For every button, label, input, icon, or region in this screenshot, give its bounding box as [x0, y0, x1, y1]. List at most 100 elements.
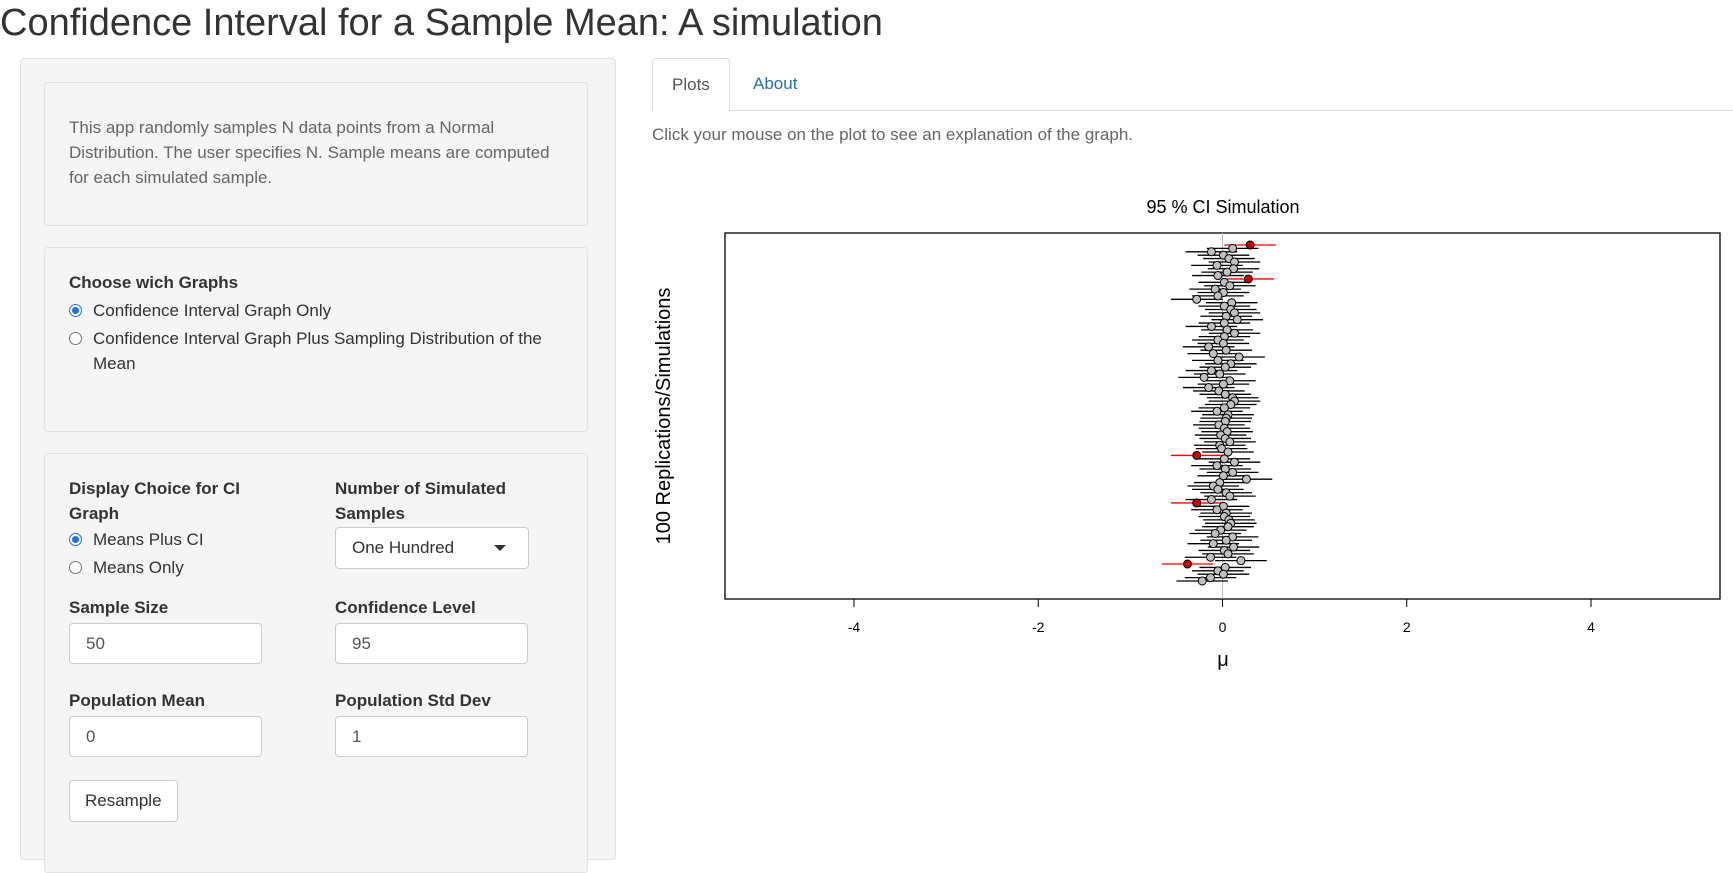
- sample-mean-point: [1219, 403, 1229, 413]
- radio-ci-only[interactable]: Confidence Interval Graph Only: [69, 298, 559, 323]
- ci-plot[interactable]: 95 % CI Simulation -4 -2 0 2 4 μ 100 Replica…: [652, 180, 1733, 700]
- sample-mean-point: [1206, 247, 1216, 257]
- sample-mean-point: [1212, 461, 1222, 471]
- x-axis-label: μ: [1217, 649, 1229, 671]
- sample-mean-point: [1206, 552, 1216, 562]
- radio-ci-only-button[interactable]: [69, 304, 82, 317]
- sample-mean-point: [1241, 474, 1251, 484]
- radio-means-only-button[interactable]: [69, 561, 82, 574]
- num-samples-label: Number of Simulated Samples: [335, 479, 506, 523]
- sample-mean-point: [1213, 484, 1223, 494]
- x-tick-label: 0: [1219, 619, 1227, 635]
- tab-bar: Plots About: [652, 58, 1733, 111]
- sample-mean-point: [1223, 447, 1233, 457]
- sample-mean-point: [1206, 321, 1216, 331]
- sample-mean-point: [1182, 559, 1192, 569]
- radio-ci-plus-sampling[interactable]: Confidence Interval Graph Plus Sampling …: [69, 326, 559, 376]
- ci-marks: [1161, 233, 1276, 599]
- num-samples-value: One Hundred: [352, 538, 455, 557]
- sample-mean-point: [1210, 528, 1220, 538]
- sample-mean-point: [1225, 437, 1235, 447]
- sample-mean-point: [1192, 498, 1202, 508]
- sample-mean-point: [1204, 342, 1214, 352]
- sample-mean-point: [1206, 573, 1216, 583]
- radio-ci-plus-sampling-button[interactable]: [69, 332, 82, 345]
- sample-mean-point: [1218, 569, 1228, 579]
- sample-mean-point: [1206, 495, 1216, 505]
- sample-size-input[interactable]: 50: [69, 623, 262, 664]
- radio-means-plus-ci-button[interactable]: [69, 533, 82, 546]
- sample-mean-point: [1213, 355, 1223, 365]
- population-sd-input[interactable]: 1: [335, 716, 528, 757]
- sample-mean-point: [1208, 539, 1218, 549]
- radio-means-only[interactable]: Means Only: [69, 555, 184, 580]
- sample-mean-point: [1213, 291, 1223, 301]
- app-title: Confidence Interval for a Sample Mean: A…: [0, 2, 883, 44]
- sample-mean-point: [1225, 281, 1235, 291]
- sample-mean-point: [1218, 471, 1228, 481]
- sample-mean-point: [1221, 345, 1231, 355]
- sample-mean-point: [1219, 454, 1229, 464]
- sample-mean-point: [1192, 294, 1202, 304]
- sample-mean-point: [1218, 379, 1228, 389]
- x-tick-label: 4: [1587, 619, 1595, 635]
- sample-mean-point: [1229, 328, 1239, 338]
- sample-mean-point: [1243, 274, 1253, 284]
- radio-ci-only-label: Confidence Interval Graph Only: [93, 301, 332, 320]
- sample-mean-point: [1208, 349, 1218, 359]
- sidebar-panel: This app randomly samples N data points …: [20, 58, 616, 873]
- sample-mean-point: [1234, 352, 1244, 362]
- intro-well: This app randomly samples N data points …: [44, 82, 588, 226]
- caret-down-icon: [494, 545, 506, 551]
- y-axis-label: 100 Replications/Simulations: [653, 288, 675, 545]
- graph-choice-well: Choose wich Graphs Confidence Interval G…: [44, 247, 588, 432]
- sample-mean-point: [1204, 383, 1214, 393]
- sample-mean-point: [1192, 450, 1202, 460]
- population-mean-label: Population Mean: [69, 691, 205, 710]
- radio-ci-plus-sampling-label: Confidence Interval Graph Plus Sampling …: [93, 329, 542, 373]
- num-samples-select[interactable]: One Hundred: [335, 527, 529, 569]
- sample-mean-point: [1199, 372, 1209, 382]
- population-mean-input[interactable]: 0: [69, 716, 262, 757]
- tab-plots[interactable]: Plots: [652, 58, 730, 111]
- sample-mean-point: [1212, 260, 1222, 270]
- sample-mean-point: [1221, 535, 1231, 545]
- sample-size-label: Sample Size: [69, 598, 169, 617]
- graph-choice-label: Choose wich Graphs: [69, 273, 239, 292]
- sample-mean-point: [1236, 556, 1246, 566]
- sample-mean-point: [1215, 369, 1225, 379]
- confidence-level-input[interactable]: 95: [335, 623, 528, 664]
- sample-mean-point: [1228, 467, 1238, 477]
- sample-mean-point: [1229, 542, 1239, 552]
- sample-mean-point: [1228, 243, 1238, 253]
- x-tick-label: 2: [1403, 619, 1411, 635]
- sample-mean-point: [1232, 315, 1242, 325]
- sample-mean-point: [1223, 549, 1233, 559]
- sample-mean-point: [1245, 240, 1255, 250]
- confidence-level-label: Confidence Level: [335, 598, 476, 617]
- intro-text: This app randomly samples N data points …: [69, 118, 550, 187]
- sample-mean-point: [1220, 389, 1230, 399]
- sample-mean-point: [1220, 362, 1230, 372]
- chart-title: 95 % CI Simulation: [1146, 197, 1299, 217]
- sample-mean-point: [1229, 457, 1239, 467]
- sample-mean-point: [1206, 366, 1216, 376]
- tab-about[interactable]: About: [753, 74, 798, 93]
- sample-mean-point: [1212, 406, 1222, 416]
- sample-mean-point: [1197, 576, 1207, 586]
- radio-means-plus-ci-label: Means Plus CI: [93, 530, 204, 549]
- x-tick-label: -2: [1032, 619, 1045, 635]
- sample-mean-point: [1212, 505, 1222, 515]
- sample-mean-point: [1223, 522, 1233, 532]
- plot-hint: Click your mouse on the plot to see an e…: [652, 125, 1134, 144]
- sample-mean-point: [1225, 491, 1235, 501]
- population-sd-label: Population Std Dev: [335, 691, 491, 710]
- settings-well: Display Choice for CI Graph Means Plus C…: [44, 453, 588, 873]
- x-tick-label: -4: [848, 619, 861, 635]
- x-axis-ticks: -4 -2 0 2 4: [848, 599, 1595, 635]
- resample-button[interactable]: Resample: [69, 780, 178, 822]
- sample-mean-point: [1213, 271, 1223, 281]
- radio-means-plus-ci[interactable]: Means Plus CI: [69, 527, 204, 552]
- sample-mean-point: [1222, 267, 1232, 277]
- radio-means-only-label: Means Only: [93, 558, 184, 577]
